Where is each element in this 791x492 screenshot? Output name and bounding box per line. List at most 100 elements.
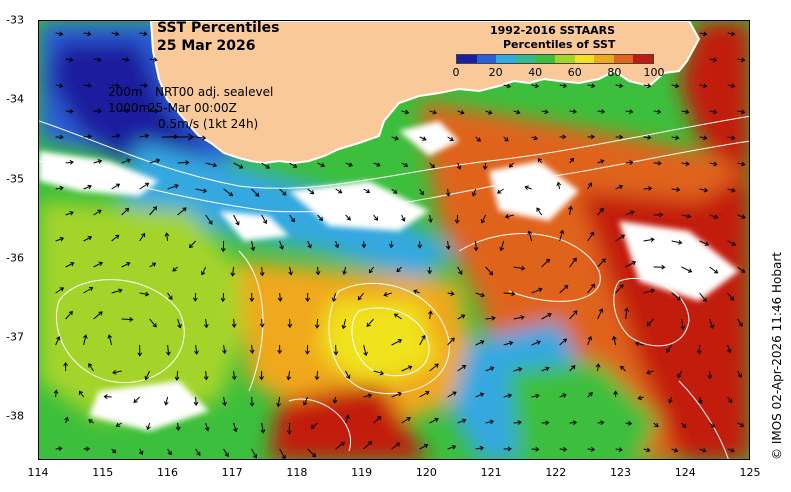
current-arrow (121, 57, 130, 63)
current-arrow (363, 441, 373, 450)
current-arrow (597, 207, 604, 216)
current-arrow (65, 57, 74, 63)
sst-yellow-core (319, 301, 439, 391)
current-arrow (559, 338, 567, 346)
current-arrow (615, 447, 623, 452)
current-arrow (144, 370, 151, 381)
current-arrow (93, 57, 102, 63)
current-arrow (537, 157, 543, 164)
colorbar-swatch (633, 55, 653, 63)
current-arrow (192, 292, 198, 302)
x-tick-label: 114 (27, 466, 49, 479)
current-arrow (391, 188, 398, 194)
current-arrow (233, 214, 240, 226)
current-arrow (419, 334, 426, 346)
current-arrow (139, 31, 148, 37)
current-arrow (93, 311, 103, 320)
current-arrow (445, 240, 451, 250)
contour-line (55, 279, 185, 383)
current-arrow (737, 318, 743, 327)
current-arrow (587, 447, 596, 452)
current-arrow (334, 240, 340, 249)
current-arrow (699, 187, 709, 193)
current-arrow (112, 369, 122, 375)
current-arrow (307, 240, 312, 249)
contour-line (458, 233, 601, 302)
current-arrow (167, 448, 172, 456)
current-arrow (615, 284, 624, 294)
current-arrow (587, 83, 596, 89)
current-arrow (475, 292, 486, 298)
colorbar-swatch (496, 55, 516, 63)
current-arrow (55, 134, 64, 140)
current-arrow (473, 240, 479, 252)
sst-map (39, 21, 749, 459)
x-tick-label: 116 (156, 466, 178, 479)
current-arrow (83, 446, 91, 452)
current-arrow (259, 318, 265, 328)
current-arrow (383, 292, 392, 297)
current-arrow (83, 83, 92, 88)
current-arrow (233, 162, 244, 169)
current-arrow (83, 134, 93, 139)
current-arrow (279, 448, 286, 459)
map-area (38, 20, 750, 460)
current-arrow (342, 266, 347, 275)
current-arrow (499, 240, 505, 252)
x-tick-label: 122 (545, 466, 567, 479)
legend-sealevel: NRT00 adj. sealevel (155, 85, 274, 99)
current-arrow (541, 313, 552, 320)
contour-line (39, 115, 749, 189)
current-arrow (233, 422, 238, 433)
current-arrow (427, 310, 433, 320)
current-arrow (261, 214, 268, 225)
current-arrow (643, 186, 653, 191)
sst-red-south (269, 381, 428, 459)
current-arrow (447, 291, 455, 297)
current-arrow (83, 184, 92, 190)
current-arrow (677, 370, 683, 379)
current-arrow (504, 214, 514, 219)
current-arrow (335, 441, 346, 450)
current-arrow (261, 162, 270, 169)
current-arrow (333, 344, 339, 356)
current-arrow (341, 318, 347, 330)
current-arrow (188, 240, 196, 249)
current-arrow (393, 313, 402, 320)
current-arrow (259, 370, 264, 381)
current-arrow (111, 82, 120, 88)
current-arrow (595, 363, 601, 372)
current-arrow (737, 370, 742, 378)
current-arrow (587, 182, 593, 190)
current-arrow (220, 292, 226, 303)
current-arrow (345, 214, 351, 221)
current-arrow (497, 188, 504, 194)
cloud-patch-2 (289, 181, 429, 231)
current-arrow (428, 214, 433, 223)
current-arrow (149, 108, 159, 114)
current-arrow (615, 83, 624, 89)
current-arrow (373, 416, 382, 424)
colorbar-swatch (594, 55, 614, 63)
current-arrow (653, 422, 659, 428)
x-tick-label: 119 (351, 466, 373, 479)
current-arrow (456, 162, 462, 170)
current-arrow (220, 240, 226, 253)
current-arrow (485, 266, 494, 276)
current-arrow (597, 159, 605, 164)
current-arrow (427, 266, 433, 275)
current-arrow (709, 109, 718, 115)
x-tick-label: 118 (286, 466, 308, 479)
colorbar-swatch (535, 55, 555, 63)
current-arrow (666, 344, 673, 353)
y-tick-label: -34 (6, 92, 24, 106)
current-arrow (485, 366, 495, 372)
current-arrow (305, 292, 311, 302)
current-arrow (699, 292, 707, 302)
current-arrow (55, 83, 64, 89)
current-arrow (503, 291, 516, 297)
colorbar-swatch (515, 55, 536, 63)
current-arrow (503, 393, 513, 398)
cloud-patch-5 (89, 381, 209, 431)
current-arrow (699, 83, 708, 89)
